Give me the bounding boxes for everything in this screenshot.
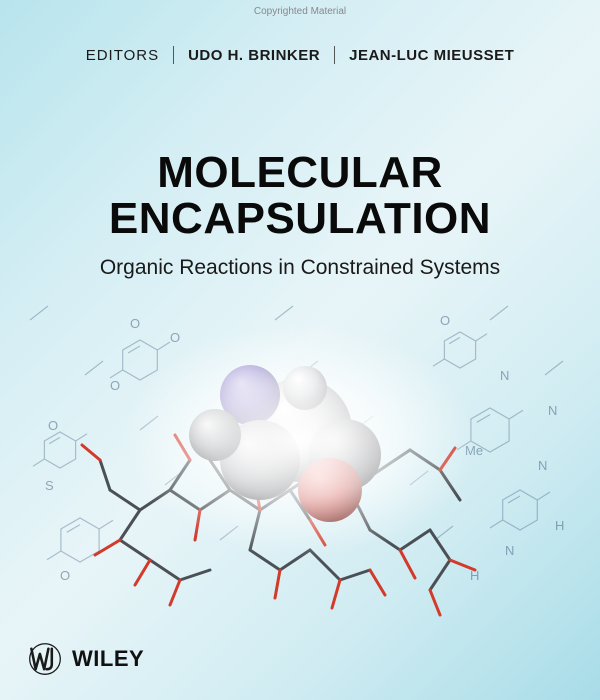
divider xyxy=(173,46,174,64)
svg-text:S: S xyxy=(45,478,54,493)
title-block: MOLECULAR ENCAPSULATION Organic Reaction… xyxy=(0,150,600,280)
editors-row: EDITORS UDO H. BRINKER JEAN-LUC MIEUSSET xyxy=(0,46,600,64)
editor-2: JEAN-LUC MIEUSSET xyxy=(349,47,514,64)
svg-text:N: N xyxy=(500,368,509,383)
publisher-block: WILEY xyxy=(28,642,144,676)
art-glow xyxy=(120,320,480,560)
divider xyxy=(334,46,335,64)
editors-label: EDITORS xyxy=(86,47,159,64)
svg-text:O: O xyxy=(48,418,58,433)
title-line-1: MOLECULAR xyxy=(0,150,600,196)
svg-text:N: N xyxy=(538,458,547,473)
wiley-logo-icon xyxy=(28,642,62,676)
svg-text:O: O xyxy=(110,378,120,393)
svg-text:N: N xyxy=(505,543,514,558)
svg-text:O: O xyxy=(170,330,180,345)
cover-art: OOSOOONNHNOMeNH xyxy=(0,280,600,620)
svg-text:H: H xyxy=(555,518,564,533)
publisher-name: WILEY xyxy=(72,646,144,672)
book-cover: Copyrighted Material EDITORS UDO H. BRIN… xyxy=(0,0,600,700)
svg-text:N: N xyxy=(548,403,557,418)
subtitle: Organic Reactions in Constrained Systems xyxy=(0,256,600,280)
svg-text:O: O xyxy=(130,316,140,331)
svg-text:O: O xyxy=(440,313,450,328)
copyright-notice: Copyrighted Material xyxy=(254,6,346,17)
svg-text:O: O xyxy=(60,568,70,583)
title-line-2: ENCAPSULATION xyxy=(0,196,600,242)
editor-1: UDO H. BRINKER xyxy=(188,47,320,64)
